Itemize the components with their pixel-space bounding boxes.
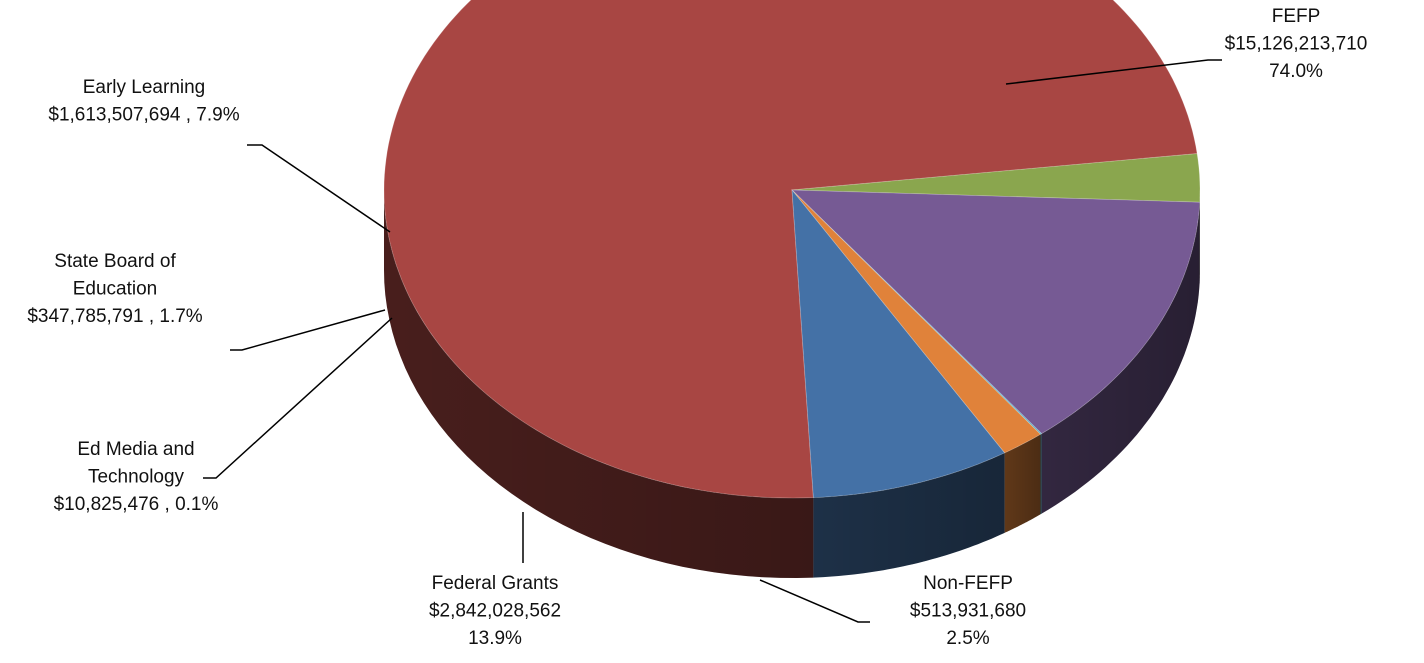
leader-state-board: [230, 310, 385, 350]
label-edmedia-line-0: Ed Media and: [77, 439, 194, 460]
label-edmedia: Ed Media and Technology $10,825,476 , 0.1%: [54, 439, 219, 515]
label-sbe-line-2: $347,785,791 , 1.7%: [27, 306, 202, 327]
label-edmedia-line-1: Technology: [88, 467, 185, 488]
label-fefp: FEFP $15,126,213,710 74.0%: [1225, 6, 1368, 82]
label-non-fefp: Non-FEFP $513,931,680 2.5%: [910, 573, 1026, 649]
label-fefp-line-0: FEFP: [1272, 6, 1321, 27]
label-early-line-1: $1,613,507,694 , 7.9%: [48, 105, 239, 126]
label-fefp-line-1: $15,126,213,710: [1225, 34, 1368, 55]
label-non-fefp-line-0: Non-FEFP: [923, 573, 1013, 594]
label-non-fefp-line-2: 2.5%: [946, 628, 989, 649]
label-federal-line-1: $2,842,028,562: [429, 601, 561, 622]
label-sbe-line-1: Education: [73, 279, 158, 300]
leader-early-learning: [247, 145, 390, 232]
label-early-line-0: Early Learning: [83, 77, 206, 98]
label-early: Early Learning $1,613,507,694 , 7.9%: [48, 77, 239, 126]
label-fefp-line-2: 74.0%: [1269, 61, 1323, 82]
leader-ed-media: [203, 318, 392, 478]
label-sbe-line-0: State Board of: [54, 251, 176, 272]
label-federal-line-2: 13.9%: [468, 628, 522, 649]
leader-non-fefp: [760, 580, 870, 622]
label-non-fefp-line-1: $513,931,680: [910, 601, 1026, 622]
label-federal: Federal Grants $2,842,028,562 13.9%: [429, 573, 561, 649]
label-sbe: State Board of Education $347,785,791 , 1.…: [27, 251, 202, 327]
side-shade-ed-media-and-technology: [1041, 434, 1042, 515]
label-federal-line-0: Federal Grants: [432, 573, 559, 594]
label-edmedia-line-2: $10,825,476 , 0.1%: [54, 494, 219, 515]
